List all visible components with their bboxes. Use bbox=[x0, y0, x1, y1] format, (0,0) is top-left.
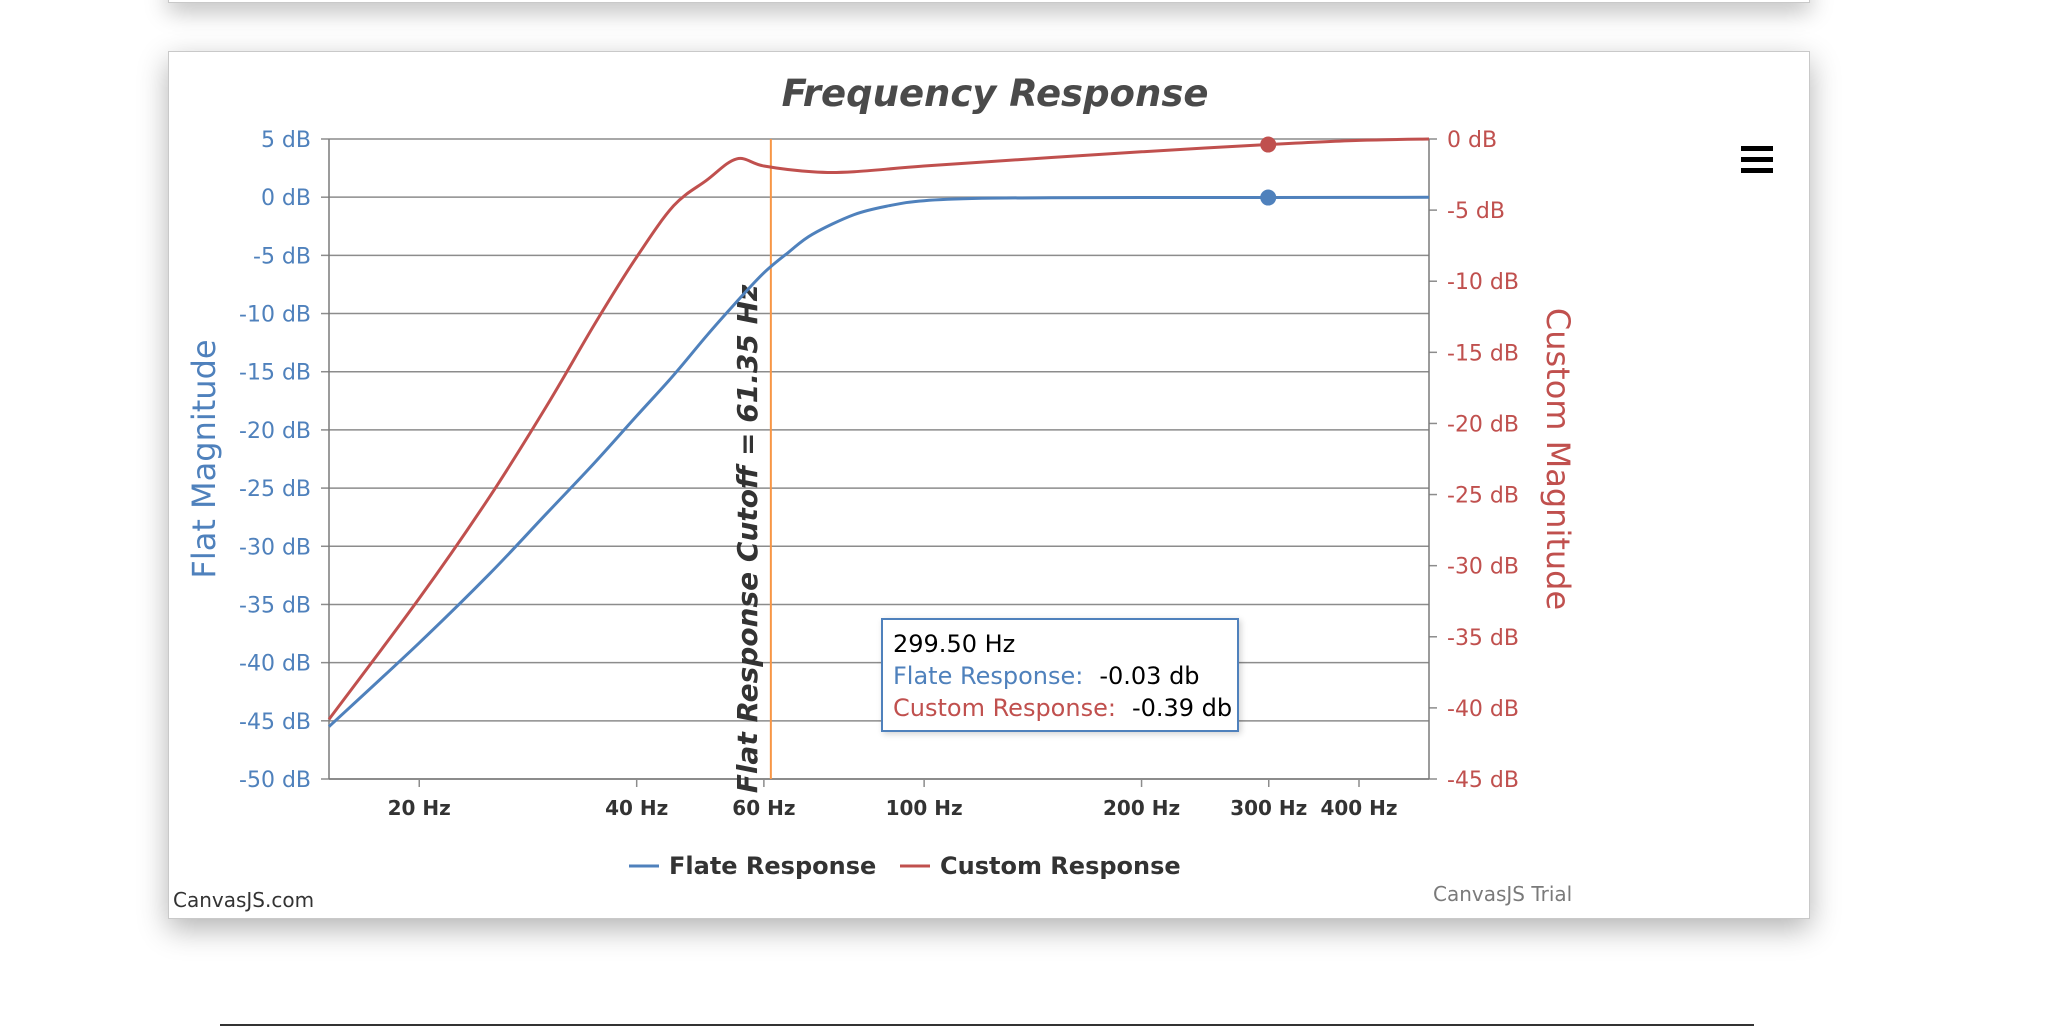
tooltip-flat-row: Flate Response: -0.03 db bbox=[893, 660, 1237, 692]
left-tick-label: -30 dB bbox=[239, 535, 311, 560]
series-layer bbox=[327, 136, 1430, 728]
right-tick-label: -20 dB bbox=[1447, 412, 1519, 437]
left-tick-label: -15 dB bbox=[239, 361, 311, 386]
right-axis-title: Custom Magnitude bbox=[1539, 308, 1577, 610]
left-tick-label: -20 dB bbox=[239, 419, 311, 444]
legend[interactable]: Flate Response Custom Response bbox=[629, 852, 1181, 880]
right-tick-label: -15 dB bbox=[1447, 341, 1519, 366]
left-tick-label: -45 dB bbox=[239, 710, 311, 735]
highlight-marker-flate-response bbox=[1260, 189, 1277, 206]
right-tick-label: 0 dB bbox=[1447, 128, 1497, 153]
frequency-response-chart: Frequency Response 5 dB 0 dB -5 dB -10 dB -1… bbox=[185, 72, 1577, 880]
tooltip-x-value: 299.50 Hz bbox=[893, 630, 1016, 658]
grid-lines bbox=[329, 138, 1429, 780]
tooltip-flat-label: Flate Response: bbox=[893, 662, 1084, 690]
hamburger-menu-icon bbox=[1741, 146, 1773, 151]
legend-label-custom-response[interactable]: Custom Response bbox=[940, 852, 1181, 880]
right-tick-label: -35 dB bbox=[1447, 626, 1519, 651]
chart-menu-button[interactable] bbox=[1741, 146, 1773, 174]
legend-label-flate-response[interactable]: Flate Response bbox=[669, 852, 876, 880]
x-tick-label: 60 Hz bbox=[732, 796, 795, 820]
highlight-marker-custom-response bbox=[1260, 136, 1277, 153]
right-tick-label: -10 dB bbox=[1447, 270, 1519, 295]
left-tick-label: -25 dB bbox=[239, 477, 311, 502]
left-axis-title: Flat Magnitude bbox=[185, 339, 223, 578]
x-tick-label: 20 Hz bbox=[388, 796, 451, 820]
cutoff-label: Flat Response Cutoff = 61.35 Hz bbox=[731, 284, 764, 793]
left-tick-label: -5 dB bbox=[253, 244, 311, 269]
right-tick-label: -45 dB bbox=[1447, 768, 1519, 793]
left-tick-label: -35 dB bbox=[239, 593, 311, 618]
chart-tooltip: 299.50 Hz Flate Response: -0.03 db Custom… bbox=[881, 618, 1239, 732]
previous-card bbox=[168, 0, 1810, 3]
x-tick-label: 300 Hz bbox=[1230, 796, 1307, 820]
chart-container: Frequency Response 5 dB 0 dB -5 dB -10 dB -1… bbox=[168, 51, 1810, 919]
section-divider bbox=[220, 1024, 1754, 1026]
left-tick-label: -10 dB bbox=[239, 303, 311, 328]
tooltip-flat-value: -0.03 db bbox=[1099, 662, 1200, 690]
left-tick-label: -40 dB bbox=[239, 652, 311, 677]
x-tick-label: 400 Hz bbox=[1320, 796, 1397, 820]
cutoff-annotation: Flat Response Cutoff = 61.35 Hz bbox=[731, 139, 772, 793]
x-tick-label: 40 Hz bbox=[605, 796, 668, 820]
trial-watermark: CanvasJS Trial bbox=[1433, 882, 1573, 906]
right-tick-label: -25 dB bbox=[1447, 484, 1519, 509]
axes: 5 dB 0 dB -5 dB -10 dB -15 dB -20 dB -25 dB -30… bbox=[185, 128, 1577, 820]
right-tick-label: -5 dB bbox=[1447, 199, 1505, 224]
left-tick-label: 0 dB bbox=[261, 186, 311, 211]
tooltip-custom-row: Custom Response: -0.39 db bbox=[893, 692, 1237, 724]
right-tick-label: -30 dB bbox=[1447, 555, 1519, 580]
right-tick-label: -40 dB bbox=[1447, 697, 1519, 722]
left-tick-label: -50 dB bbox=[239, 768, 311, 793]
x-tick-label: 200 Hz bbox=[1103, 796, 1180, 820]
series-line-flate-response bbox=[327, 195, 1430, 728]
tooltip-custom-label: Custom Response: bbox=[893, 694, 1116, 722]
left-tick-label: 5 dB bbox=[261, 128, 311, 153]
canvasjs-credit-link[interactable]: CanvasJS.com bbox=[173, 888, 315, 912]
series-line-custom-response bbox=[327, 137, 1430, 721]
tooltip-custom-value: -0.39 db bbox=[1131, 694, 1233, 722]
x-tick-label: 100 Hz bbox=[886, 796, 963, 820]
chart-title: Frequency Response bbox=[782, 72, 1209, 115]
